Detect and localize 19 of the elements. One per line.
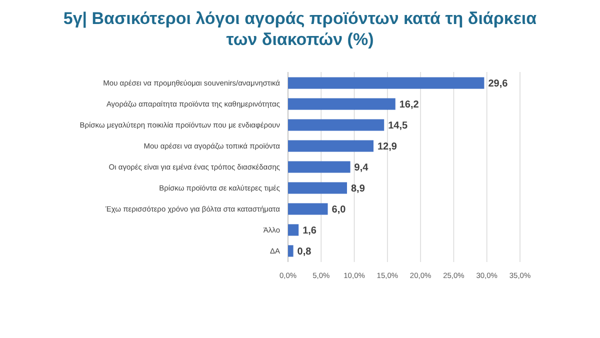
data-label: 0,8	[297, 246, 312, 258]
bar	[288, 140, 374, 152]
bar	[288, 77, 484, 89]
bar	[288, 224, 299, 236]
bar	[288, 119, 384, 131]
bar	[288, 245, 294, 257]
bar	[288, 203, 328, 215]
data-label: 29,6	[488, 78, 508, 90]
data-label: 16,2	[399, 100, 420, 111]
data-label: 8,9	[350, 183, 366, 194]
bar	[288, 98, 396, 110]
data-label: 12,9	[378, 142, 398, 153]
chart-title: 5γ| Βασικότεροι λόγοι αγοράς προϊόντων κατά τη διάρκεια των διακοπών (%)	[63, 9, 538, 49]
data-label: 1,6	[302, 225, 317, 236]
bar	[288, 161, 350, 173]
data-label: 6,0	[332, 204, 346, 216]
data-label: 14,5	[388, 120, 408, 132]
bar	[288, 182, 347, 194]
data-label: 9,4	[354, 162, 369, 174]
